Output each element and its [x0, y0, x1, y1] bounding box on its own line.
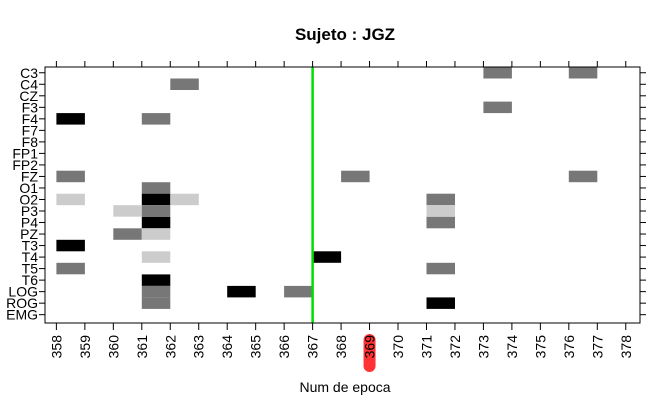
y-tick-label: T5	[22, 261, 39, 277]
heatmap-cell	[56, 193, 85, 206]
heatmap-cell	[141, 216, 171, 229]
x-tick-label: 365	[248, 335, 264, 359]
heatmap-cell	[141, 113, 171, 125]
heatmap-cell	[113, 228, 142, 240]
x-tick-label: 367	[305, 335, 321, 359]
y-tick-label: LOG	[8, 284, 38, 300]
heatmap-cell	[56, 113, 85, 125]
heatmap-cell	[141, 205, 171, 217]
x-tick-label: 363	[191, 335, 207, 359]
y-tick-label: F8	[22, 134, 39, 150]
plot-frame	[44, 66, 641, 324]
heatmap-cell	[141, 297, 171, 309]
x-tick-label: 362	[162, 335, 178, 359]
heatmap-cell	[113, 205, 142, 217]
heatmap-cell	[227, 285, 256, 298]
y-tick-label: FP2	[12, 157, 38, 173]
heatmap-cell	[56, 262, 85, 275]
heatmap-cell	[141, 285, 171, 298]
heatmap-cell	[568, 67, 598, 79]
x-tick-label: 361	[134, 335, 150, 359]
heatmap-cell	[341, 170, 370, 183]
y-tick-label: F7	[22, 122, 39, 138]
x-tick-label: 360	[105, 335, 121, 359]
y-tick-label: T6	[22, 272, 39, 288]
y-tick-label: F3	[22, 99, 39, 115]
heatmap-cell	[141, 251, 171, 263]
cells-layer	[56, 67, 598, 309]
chart-title: Sujeto : JGZ	[295, 25, 395, 44]
x-tick-label: 359	[77, 335, 93, 359]
y-tick-label: CZ	[19, 88, 38, 104]
y-tick-label: C3	[20, 65, 38, 81]
heatmap-cell	[426, 297, 455, 309]
y-tick-label: C4	[20, 76, 38, 92]
x-tick-label: 358	[48, 335, 64, 359]
highlighted-tick-marker	[363, 334, 376, 372]
x-tick-label: 372	[447, 335, 463, 359]
y-tick-label: O2	[19, 191, 38, 207]
heatmap-cell	[426, 216, 455, 229]
heatmap-cell	[56, 239, 85, 252]
y-tick-label: T3	[22, 238, 39, 254]
heatmap-cell	[568, 170, 598, 183]
x-tick-label: 375	[532, 335, 548, 359]
y-tick-label: T4	[22, 249, 39, 265]
heatmap-cell	[483, 101, 512, 114]
heatmap-cell	[483, 67, 512, 79]
heatmap-cell	[141, 228, 171, 240]
heatmap-cell	[170, 193, 199, 206]
x-tick-label: 370	[390, 335, 406, 359]
heatmap-cell	[426, 193, 455, 206]
y-tick-label: FP1	[12, 145, 38, 161]
heatmap-cell	[141, 274, 171, 286]
x-tick-label: 366	[276, 335, 292, 359]
x-tick-label: 369	[362, 335, 378, 359]
y-tick-label: P3	[21, 203, 38, 219]
y-tick-label: F4	[22, 111, 39, 127]
heatmap-cell	[284, 285, 313, 298]
heatmap-cell	[312, 251, 342, 263]
y-tick-label: EMG	[6, 307, 38, 323]
heatmap-cell	[141, 193, 171, 206]
heatmap-cell	[426, 205, 455, 217]
x-tick-label: 371	[419, 335, 435, 359]
x-tick-label: 373	[475, 335, 491, 359]
y-tick-label: ROG	[6, 295, 38, 311]
axes-layer: C3C4CZF3F4F7F8FP1FP2FZO1O2P3P4PZT3T4T5T6…	[6, 61, 646, 372]
x-tick-label: 377	[589, 335, 605, 359]
x-tick-label: 374	[504, 335, 520, 359]
y-tick-label: PZ	[20, 226, 38, 242]
x-axis-label: Num de epoca	[299, 379, 390, 395]
y-tick-label: O1	[19, 180, 38, 196]
heatmap-cell	[56, 170, 85, 183]
x-tick-label: 364	[219, 335, 235, 359]
x-tick-label: 376	[561, 335, 577, 359]
heatmap-cell	[426, 262, 455, 275]
y-tick-label: FZ	[21, 168, 39, 184]
heatmap-cell	[141, 182, 171, 194]
heatmap-cell	[170, 78, 199, 90]
x-tick-label: 368	[333, 335, 349, 359]
x-tick-label: 378	[618, 335, 634, 359]
y-tick-label: P4	[21, 215, 38, 231]
